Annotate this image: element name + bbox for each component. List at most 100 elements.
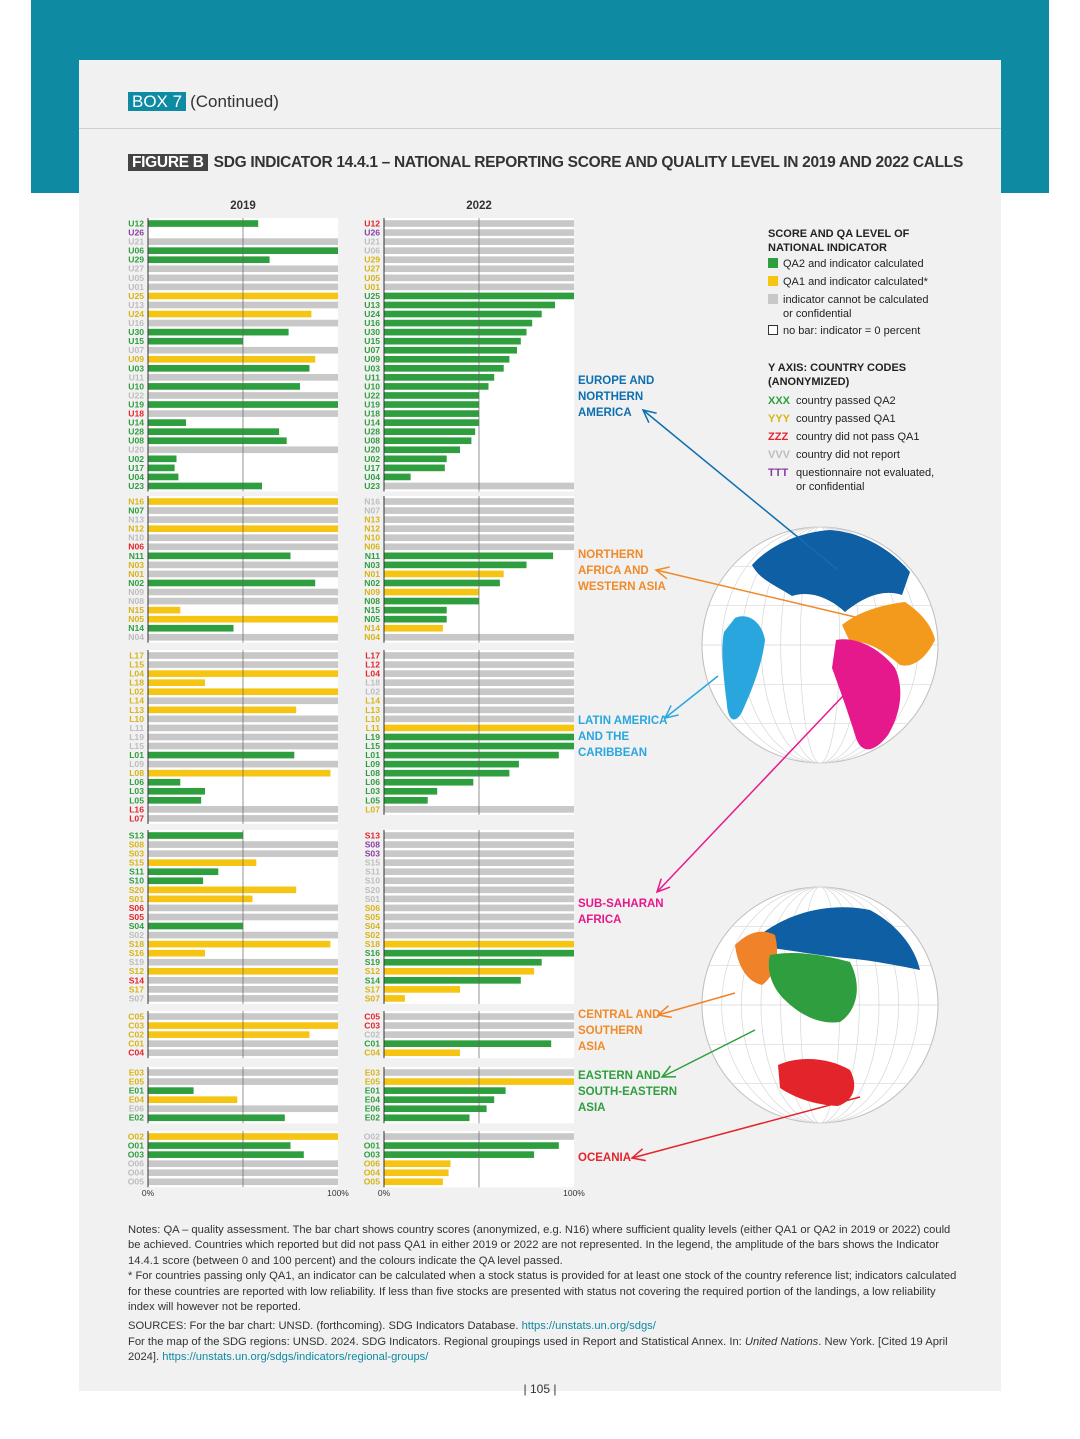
country-code-S19-2022: S19 <box>365 957 381 967</box>
country-code-U08-2019: U08 <box>128 436 144 446</box>
country-code-N04-2022: N04 <box>364 632 380 642</box>
country-code-S10-2022: S10 <box>365 876 381 886</box>
ylegend-label-4: questionnaire not evaluated, <box>796 467 934 479</box>
bar-S16-2019 <box>148 949 205 957</box>
country-code-L14-2019: L14 <box>129 696 144 706</box>
bar-E01-2019 <box>148 1087 194 1094</box>
country-code-U03-2022: U03 <box>364 363 380 373</box>
bar-L06-2022 <box>384 778 474 786</box>
country-code-S08-2022: S08 <box>365 840 381 850</box>
bar-U22-2022 <box>384 392 479 399</box>
country-code-S16-2022: S16 <box>365 948 381 958</box>
legend-title-1: SCORE AND QA LEVEL OF <box>768 228 910 240</box>
region-label-1-line-0: NORTHERN <box>578 549 643 561</box>
country-code-S13-2019: S13 <box>129 830 145 840</box>
bar-E04-2022 <box>384 1096 495 1103</box>
country-code-U12-2022: U12 <box>364 218 380 228</box>
ylegend-title-1: Y AXIS: COUNTRY CODES <box>768 362 906 374</box>
region-label-4-line-1: SOUTHERN <box>578 1025 643 1037</box>
arrow-sub-saharan-head <box>655 878 671 894</box>
bar-L13-2019 <box>148 706 297 714</box>
country-code-U11-2019: U11 <box>129 372 145 382</box>
country-code-L11-2019: L11 <box>130 723 145 733</box>
bar-U11-2022 <box>384 374 495 381</box>
country-code-E05-2019: E05 <box>129 1077 145 1087</box>
country-code-U23-2019: U23 <box>128 481 144 491</box>
ylegend-label-2: country did not pass QA1 <box>796 431 920 443</box>
country-code-C05-2022: C05 <box>364 1011 380 1021</box>
country-code-U29-2019: U29 <box>128 255 144 265</box>
ylegend-label-3: country did not report <box>796 449 900 461</box>
country-code-N07-2022: N07 <box>364 506 380 516</box>
sources-line-2: For the map of the SDG regions: UNSD. 20… <box>128 1335 958 1366</box>
country-code-E02-2022: E02 <box>365 1113 381 1123</box>
country-code-E04-2019: E04 <box>129 1095 145 1105</box>
country-code-C03-2022: C03 <box>364 1021 380 1031</box>
country-code-L01-2022: L01 <box>365 750 380 760</box>
region-label-1-line-1: AFRICA AND <box>578 565 649 577</box>
country-code-N02-2022: N02 <box>364 578 380 588</box>
country-code-U07-2019: U07 <box>128 345 144 355</box>
country-code-S02-2022: S02 <box>365 930 381 940</box>
country-code-U06-2019: U06 <box>128 246 144 256</box>
country-code-U07-2022: U07 <box>364 345 380 355</box>
bar-U08-2019 <box>148 437 287 445</box>
country-code-C04-2019: C04 <box>128 1048 144 1058</box>
bar-N03-2022 <box>384 561 527 569</box>
bar-L03-2022 <box>384 787 438 795</box>
country-code-U18-2022: U18 <box>364 409 380 419</box>
arrow-oceania-head <box>630 1148 646 1162</box>
country-code-L10-2019: L10 <box>129 714 144 724</box>
bar-U24-2022 <box>384 310 542 318</box>
bar-O01-2022 <box>384 1142 559 1149</box>
arrow-north-africa <box>655 569 856 618</box>
sources-a-link[interactable]: https://unstats.un.org/sdgs/ <box>521 1320 656 1333</box>
country-code-L11-2022: L11 <box>366 723 381 733</box>
country-code-S01-2022: S01 <box>365 894 381 904</box>
bar-S04-2019 <box>148 922 243 930</box>
country-code-U01-2019: U01 <box>128 282 144 292</box>
country-code-N14-2022: N14 <box>364 623 380 633</box>
country-code-U08-2022: U08 <box>364 436 380 446</box>
country-code-S05-2019: S05 <box>129 912 145 922</box>
country-code-S05-2022: S05 <box>365 912 381 922</box>
region-label-2-line-2: CARIBBEAN <box>578 747 647 759</box>
country-code-O01-2022: O01 <box>364 1141 380 1151</box>
country-code-U06-2022: U06 <box>364 246 380 256</box>
bar-O04-2022 <box>384 1169 449 1177</box>
country-code-L01-2019: L01 <box>129 750 144 760</box>
bar-L01-2019 <box>148 751 295 759</box>
x-tick-100-2022: 100% <box>563 1188 585 1198</box>
country-code-U16-2019: U16 <box>128 318 144 328</box>
country-code-L15-2019: L15 <box>129 660 144 670</box>
sources-b-link[interactable]: https://unstats.un.org/sdgs/indicators/r… <box>162 1351 429 1364</box>
bar-U07-2022 <box>384 346 517 354</box>
country-code-L12-2022: L12 <box>365 660 380 670</box>
notes-paragraph-2: * For countries passing only QA1, an ind… <box>128 1270 957 1314</box>
country-code-L13-2022: L13 <box>365 705 380 715</box>
country-code-U21-2019: U21 <box>128 237 144 247</box>
country-code-U20-2019: U20 <box>128 445 144 455</box>
bar-L03-2019 <box>148 787 205 795</box>
country-code-L03-2019: L03 <box>129 786 144 796</box>
country-code-S15-2019: S15 <box>129 858 145 868</box>
bar-U09-2019 <box>148 355 316 363</box>
bar-L09-2022 <box>384 760 519 768</box>
divider <box>79 128 1001 129</box>
country-code-E01-2022: E01 <box>365 1086 381 1096</box>
globe-2-region-1 <box>735 931 778 985</box>
country-code-N13-2022: N13 <box>364 515 380 525</box>
country-code-N01-2019: N01 <box>128 569 144 579</box>
country-code-O04-2019: O04 <box>128 1168 144 1178</box>
box-tag: BOX 7 <box>128 92 187 111</box>
bar-N11-2022 <box>384 552 554 560</box>
country-code-N11-2022: N11 <box>365 551 381 561</box>
country-code-C05-2019: C05 <box>128 1011 144 1021</box>
country-code-U11-2022: U11 <box>365 372 381 382</box>
country-code-N02-2019: N02 <box>128 578 144 588</box>
country-code-L03-2022: L03 <box>365 786 380 796</box>
country-code-N06-2019: N06 <box>128 542 144 552</box>
country-code-U17-2022: U17 <box>364 463 380 473</box>
bar-C04-2022 <box>384 1049 460 1057</box>
country-code-S06-2019: S06 <box>129 903 145 913</box>
